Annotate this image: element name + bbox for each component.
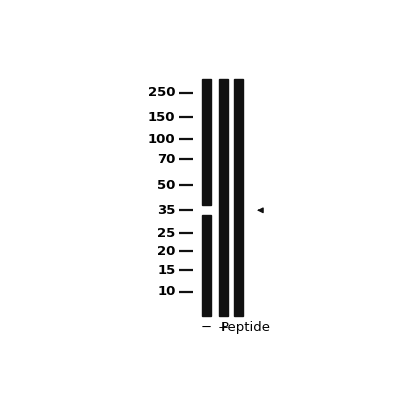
Text: 20: 20: [157, 245, 176, 258]
Bar: [219, 79, 228, 316]
Text: 15: 15: [157, 264, 176, 277]
Text: Peptide: Peptide: [220, 321, 270, 334]
Bar: [234, 79, 243, 316]
Text: 100: 100: [148, 133, 176, 146]
Text: 150: 150: [148, 111, 176, 124]
Text: 10: 10: [157, 286, 176, 298]
Text: 35: 35: [157, 204, 176, 217]
Text: 50: 50: [157, 178, 176, 192]
Text: 250: 250: [148, 86, 176, 99]
Bar: [202, 79, 211, 205]
Text: 25: 25: [157, 227, 176, 240]
Text: 70: 70: [157, 153, 176, 166]
Bar: [202, 215, 211, 316]
Text: −: −: [201, 321, 212, 334]
Text: +: +: [218, 321, 229, 334]
